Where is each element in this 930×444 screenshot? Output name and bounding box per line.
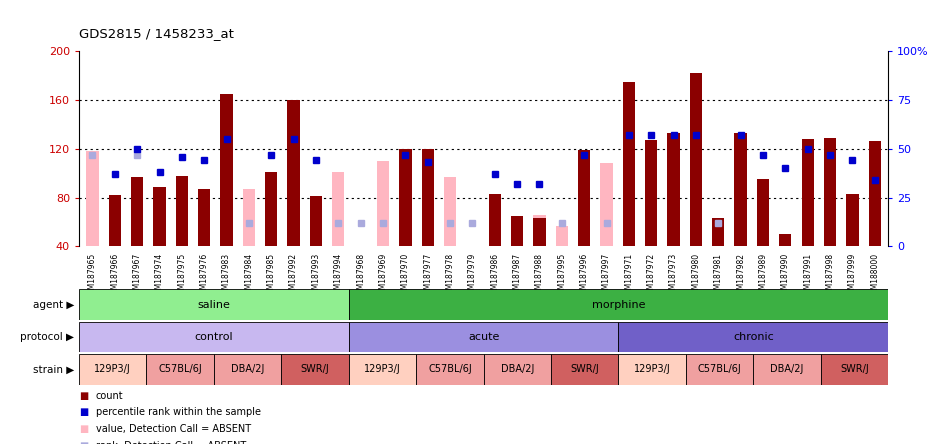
- Bar: [551, 354, 618, 385]
- Text: percentile rank within the sample: percentile rank within the sample: [96, 408, 260, 417]
- Text: ■: ■: [79, 441, 88, 444]
- Bar: [131, 177, 143, 246]
- Bar: [310, 196, 322, 246]
- Text: count: count: [96, 391, 124, 400]
- Text: 129P3/J: 129P3/J: [633, 365, 671, 374]
- Bar: [349, 354, 417, 385]
- Bar: [511, 216, 524, 246]
- Text: saline: saline: [197, 300, 231, 309]
- Bar: [869, 142, 881, 246]
- Bar: [802, 139, 814, 246]
- Bar: [618, 354, 685, 385]
- Bar: [846, 194, 858, 246]
- Text: GDS2815 / 1458233_at: GDS2815 / 1458233_at: [79, 27, 234, 40]
- Bar: [287, 100, 299, 246]
- Bar: [645, 140, 658, 246]
- Bar: [332, 172, 344, 246]
- Bar: [349, 289, 888, 320]
- Text: DBA/2J: DBA/2J: [500, 365, 534, 374]
- Bar: [753, 354, 820, 385]
- Text: DBA/2J: DBA/2J: [231, 365, 264, 374]
- Bar: [220, 94, 232, 246]
- Bar: [824, 138, 836, 246]
- Text: C57BL/6J: C57BL/6J: [698, 365, 741, 374]
- Bar: [79, 289, 349, 320]
- Bar: [484, 354, 551, 385]
- Bar: [265, 172, 277, 246]
- Bar: [377, 161, 389, 246]
- Bar: [820, 354, 888, 385]
- Text: 129P3/J: 129P3/J: [364, 365, 401, 374]
- Text: control: control: [194, 332, 233, 342]
- Text: acute: acute: [468, 332, 499, 342]
- Text: C57BL/6J: C57BL/6J: [428, 365, 472, 374]
- Bar: [416, 354, 484, 385]
- Bar: [802, 188, 814, 246]
- Text: ■: ■: [79, 424, 88, 434]
- Text: morphine: morphine: [591, 300, 645, 309]
- Text: rank, Detection Call = ABSENT: rank, Detection Call = ABSENT: [96, 441, 246, 444]
- Bar: [618, 322, 888, 352]
- Bar: [757, 179, 769, 246]
- Bar: [281, 354, 349, 385]
- Bar: [153, 186, 166, 246]
- Bar: [243, 189, 255, 246]
- Bar: [421, 149, 434, 246]
- Bar: [735, 133, 747, 246]
- Bar: [131, 177, 143, 246]
- Text: SWR/J: SWR/J: [840, 365, 869, 374]
- Bar: [86, 151, 99, 246]
- Bar: [399, 149, 411, 246]
- Text: DBA/2J: DBA/2J: [770, 365, 804, 374]
- Bar: [444, 177, 457, 246]
- Text: SWR/J: SWR/J: [570, 365, 599, 374]
- Bar: [109, 195, 121, 246]
- Bar: [349, 322, 618, 352]
- Bar: [578, 150, 591, 246]
- Bar: [623, 82, 635, 246]
- Bar: [79, 354, 147, 385]
- Bar: [533, 218, 546, 246]
- Text: protocol ▶: protocol ▶: [20, 332, 74, 342]
- Text: agent ▶: agent ▶: [33, 300, 74, 309]
- Bar: [176, 176, 188, 246]
- Bar: [533, 215, 546, 246]
- Bar: [685, 354, 753, 385]
- Text: SWR/J: SWR/J: [300, 365, 329, 374]
- Text: ■: ■: [79, 408, 88, 417]
- Bar: [556, 226, 568, 246]
- Bar: [690, 73, 702, 246]
- Bar: [214, 354, 281, 385]
- Text: strain ▶: strain ▶: [33, 365, 74, 374]
- Text: value, Detection Call = ABSENT: value, Detection Call = ABSENT: [96, 424, 251, 434]
- Bar: [147, 354, 214, 385]
- Bar: [488, 194, 501, 246]
- Bar: [601, 163, 613, 246]
- Bar: [198, 189, 210, 246]
- Bar: [668, 133, 680, 246]
- Text: ■: ■: [79, 391, 88, 400]
- Bar: [712, 218, 724, 246]
- Bar: [779, 234, 791, 246]
- Bar: [79, 322, 349, 352]
- Text: 129P3/J: 129P3/J: [94, 365, 131, 374]
- Text: C57BL/6J: C57BL/6J: [158, 365, 202, 374]
- Text: chronic: chronic: [733, 332, 774, 342]
